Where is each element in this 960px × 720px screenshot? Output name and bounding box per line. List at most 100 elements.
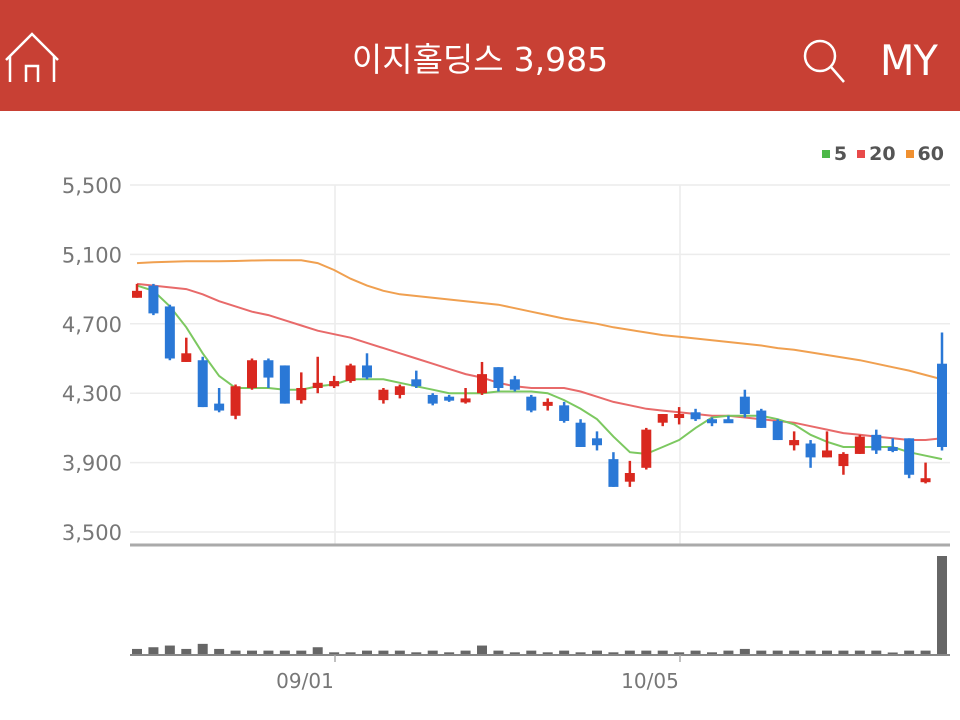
candle[interactable]: [657, 414, 668, 427]
volume-bar: [378, 650, 389, 654]
candle[interactable]: [493, 367, 504, 392]
volume-bar: [805, 650, 816, 654]
candle[interactable]: [247, 358, 257, 390]
candle[interactable]: [904, 438, 915, 479]
volume-bar: [362, 650, 372, 654]
legend-ma60: 60: [905, 143, 944, 165]
chart-grid: [130, 184, 950, 547]
candle[interactable]: [345, 363, 356, 383]
my-button[interactable]: MY: [880, 36, 938, 85]
volume-bar: [690, 650, 701, 654]
candle[interactable]: [526, 394, 537, 413]
candle[interactable]: [362, 353, 372, 380]
candle[interactable]: [460, 387, 471, 404]
volume-bar: [739, 648, 750, 654]
volume-bar: [444, 652, 455, 654]
volume-bar: [230, 650, 241, 654]
volume-bar: [394, 650, 405, 654]
volume-bar: [707, 652, 717, 654]
moving-averages: [136, 259, 943, 461]
candlesticks: [132, 283, 947, 487]
volume-bar: [756, 650, 767, 654]
ma5-line: [136, 284, 943, 461]
legend-swatch: [821, 150, 830, 158]
candle[interactable]: [444, 394, 455, 402]
volume-bar: [937, 556, 947, 654]
legend-label: 20: [869, 143, 896, 165]
candle[interactable]: [789, 431, 800, 451]
candle[interactable]: [624, 460, 635, 487]
ma60-line: [136, 259, 943, 381]
candle[interactable]: [871, 429, 882, 454]
candle[interactable]: [263, 358, 274, 388]
top-bar: 이지홀딩스 3,985 MY: [0, 0, 960, 111]
candle[interactable]: [822, 431, 832, 458]
candle[interactable]: [312, 356, 323, 394]
volume-bar: [575, 652, 586, 654]
candle[interactable]: [690, 408, 701, 421]
candle[interactable]: [937, 332, 947, 451]
y-tick-label: 4,700: [62, 313, 122, 337]
volume-bar: [789, 650, 800, 654]
candle[interactable]: [575, 419, 586, 447]
volume-bar: [559, 650, 570, 654]
volume-bar: [657, 650, 668, 654]
candle[interactable]: [608, 452, 619, 487]
volume-bar: [641, 650, 652, 654]
stock-price: 3,985: [513, 40, 609, 79]
candle[interactable]: [559, 401, 570, 423]
candle[interactable]: [756, 408, 767, 428]
volume-bar: [723, 650, 734, 654]
candle[interactable]: [477, 361, 487, 395]
candle[interactable]: [132, 283, 142, 298]
candle[interactable]: [296, 372, 307, 404]
y-tick-label: 3,900: [62, 452, 122, 476]
candle[interactable]: [279, 365, 290, 404]
candle[interactable]: [772, 419, 783, 441]
candle[interactable]: [164, 304, 175, 361]
candle[interactable]: [707, 417, 717, 427]
candle[interactable]: [739, 389, 750, 418]
candle[interactable]: [197, 356, 208, 408]
volume-bar: [132, 648, 142, 654]
candle[interactable]: [378, 387, 389, 404]
candle[interactable]: [920, 462, 931, 484]
chart-legend: 5 20 60: [821, 143, 944, 165]
candle[interactable]: [214, 387, 225, 413]
volume-bar: [871, 650, 882, 654]
candle[interactable]: [674, 407, 685, 425]
volume-bar: [624, 650, 635, 654]
candle[interactable]: [329, 375, 340, 388]
candle[interactable]: [854, 434, 865, 454]
candle[interactable]: [148, 283, 159, 316]
candle[interactable]: [542, 398, 553, 411]
volume-bar: [345, 652, 356, 654]
candle[interactable]: [181, 337, 192, 362]
home-button[interactable]: [2, 30, 62, 86]
candle[interactable]: [592, 431, 602, 451]
volume-bar: [592, 650, 602, 654]
volume-bar: [411, 652, 422, 654]
volume-bar: [542, 652, 553, 654]
candle[interactable]: [230, 384, 241, 420]
x-axis: 09/01 10/05: [276, 655, 681, 693]
candle[interactable]: [509, 375, 520, 392]
x-tick-label: 09/01: [276, 669, 334, 693]
volume-bar: [279, 650, 290, 654]
candle[interactable]: [838, 452, 849, 475]
volume-bar: [427, 650, 438, 654]
candle[interactable]: [394, 384, 405, 399]
candle[interactable]: [427, 393, 438, 406]
volume-bar: [904, 650, 915, 654]
volume-bar: [148, 647, 159, 654]
candle[interactable]: [887, 438, 898, 453]
volume-bar: [509, 652, 520, 654]
candle[interactable]: [723, 415, 734, 424]
candle[interactable]: [411, 370, 422, 388]
legend-ma20: 20: [857, 143, 896, 165]
search-button[interactable]: [800, 36, 850, 86]
volume-bar: [822, 650, 832, 654]
candle[interactable]: [805, 440, 816, 468]
candle[interactable]: [641, 427, 652, 470]
